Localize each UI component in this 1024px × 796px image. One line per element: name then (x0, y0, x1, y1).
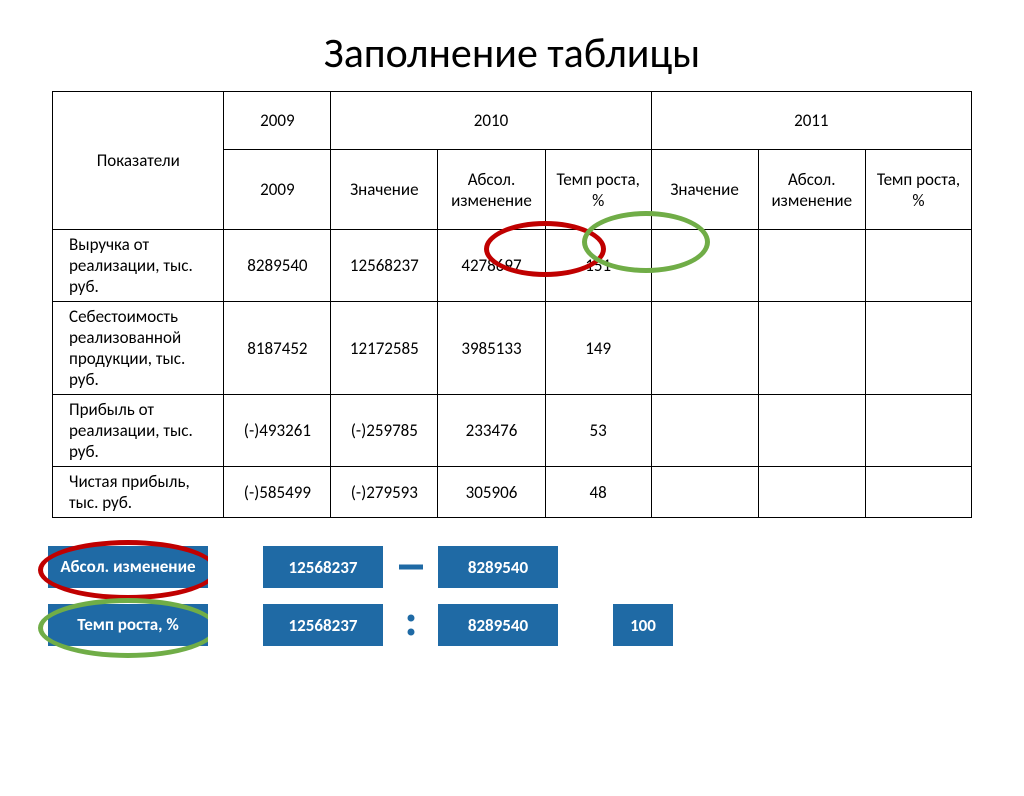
cell (651, 302, 758, 395)
header-indicators: Показатели (53, 92, 224, 230)
cell: 4278697 (438, 230, 545, 302)
formula-row-abs: Абсол. изменение 12568237 8289540 (48, 546, 1024, 588)
row-label: Себестоимость реализованной продукции, т… (53, 302, 224, 395)
cell (651, 230, 758, 302)
cell (651, 395, 758, 467)
table-row: Чистая прибыль, тыс. руб. (-)585499 (-)2… (53, 467, 972, 518)
cell: 12568237 (331, 230, 438, 302)
legend-label-abs-text: Абсол. изменение (60, 558, 195, 576)
subheader-2009: 2009 (224, 150, 331, 230)
cell (651, 467, 758, 518)
table-row: Себестоимость реализованной продукции, т… (53, 302, 972, 395)
header-2009: 2009 (224, 92, 331, 150)
multiply-icon (558, 604, 613, 646)
page-title: Заполнение таблицы (0, 28, 1024, 79)
cell: 8187452 (224, 302, 331, 395)
data-table: Показатели 2009 2010 2011 2009 Значение … (52, 91, 972, 518)
cell: (-)279593 (331, 467, 438, 518)
cell: (-)585499 (224, 467, 331, 518)
formula-legend: Абсол. изменение 12568237 8289540 Темп р… (48, 546, 1024, 646)
cell: (-)493261 (224, 395, 331, 467)
subheader-2011-rate: Темп роста, % (865, 150, 971, 230)
cell (865, 467, 971, 518)
row-label: Чистая прибыль, тыс. руб. (53, 467, 224, 518)
legend-value: 12568237 (263, 604, 383, 646)
cell: 233476 (438, 395, 545, 467)
divide-icon (383, 604, 438, 646)
cell: 305906 (438, 467, 545, 518)
cell (758, 230, 865, 302)
formula-row-rate: Темп роста, % 12568237 8289540 100 (48, 604, 1024, 646)
cell (758, 302, 865, 395)
cell: 8289540 (224, 230, 331, 302)
legend-value: 8289540 (438, 604, 558, 646)
equals-icon (208, 546, 263, 588)
header-2010: 2010 (331, 92, 651, 150)
minus-icon (383, 546, 438, 588)
subheader-2010-abs: Абсол. изменение (438, 150, 545, 230)
row-label: Прибыль от реализации, тыс. руб. (53, 395, 224, 467)
equals-icon (208, 604, 263, 646)
legend-label-rate: Темп роста, % (48, 604, 208, 646)
row-label: Выручка от реализации, тыс. руб. (53, 230, 224, 302)
subheader-2010-value: Значение (331, 150, 438, 230)
header-2011: 2011 (651, 92, 971, 150)
legend-value: 100 (613, 604, 673, 646)
subheader-2011-abs: Абсол. изменение (758, 150, 865, 230)
legend-value: 8289540 (438, 546, 558, 588)
cell: 149 (545, 302, 651, 395)
cell: 151 (545, 230, 651, 302)
cell (758, 467, 865, 518)
legend-label-rate-text: Темп роста, % (77, 616, 179, 634)
legend-value: 12568237 (263, 546, 383, 588)
cell (865, 395, 971, 467)
cell: 12172585 (331, 302, 438, 395)
cell: 48 (545, 467, 651, 518)
cell (865, 230, 971, 302)
cell: 3985133 (438, 302, 545, 395)
cell (758, 395, 865, 467)
subheader-2010-rate: Темп роста, % (545, 150, 651, 230)
table-row: Выручка от реализации, тыс. руб. 8289540… (53, 230, 972, 302)
table-row: Прибыль от реализации, тыс. руб. (-)4932… (53, 395, 972, 467)
cell (865, 302, 971, 395)
table-container: Показатели 2009 2010 2011 2009 Значение … (52, 91, 972, 518)
legend-label-abs: Абсол. изменение (48, 546, 208, 588)
subheader-2011-value: Значение (651, 150, 758, 230)
cell: 53 (545, 395, 651, 467)
cell: (-)259785 (331, 395, 438, 467)
